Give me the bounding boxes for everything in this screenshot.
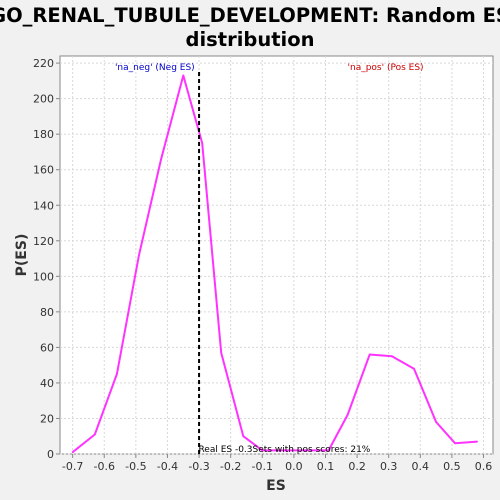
x-tick-label: -0.7 — [62, 460, 83, 473]
y-tick-label: 120 — [33, 235, 54, 248]
grid-layer — [60, 56, 493, 455]
x-tick-label: -0.4 — [157, 460, 178, 473]
y-axis-title: P(ES) — [14, 234, 30, 277]
es-data-point — [413, 367, 415, 370]
y-tick-label: 80 — [40, 306, 54, 319]
es-distribution-series-line — [71, 74, 478, 453]
es-data-point — [435, 421, 437, 423]
x-tick-label: 0.0 — [285, 460, 303, 473]
plot-area — [59, 55, 494, 455]
axis-layer: -0.7 -0.6 -0.5 -0.4 -0.3 -0.2 -0.1 0.0 0.1 0.2 0.3… — [33, 57, 492, 473]
es-data-point — [283, 449, 286, 452]
y-tick-label: 0 — [47, 448, 54, 461]
x-tick-label: 0.5 — [443, 460, 461, 473]
line-layer — [71, 74, 478, 454]
es-data-point — [160, 158, 162, 160]
chart-title-line-2: distribution — [186, 28, 315, 51]
es-data-point — [220, 351, 222, 354]
y-tick-label: 100 — [33, 270, 54, 283]
es-data-point — [138, 254, 140, 256]
es-data-point — [116, 373, 118, 375]
es-data-point — [261, 449, 264, 452]
es-data-point — [346, 414, 349, 416]
x-tick-label: 0.1 — [317, 460, 335, 473]
y-tick-label: 200 — [33, 93, 54, 106]
es-data-point — [454, 442, 456, 445]
es-data-point — [391, 355, 393, 358]
es-data-point — [476, 440, 478, 443]
x-axis-title: ES — [266, 478, 286, 494]
x-tick-label: -0.5 — [125, 460, 146, 473]
y-tick-label: 60 — [40, 341, 54, 354]
es-data-point — [368, 353, 371, 356]
pos-es-annotation: 'na_pos' (Pos ES) — [348, 63, 424, 73]
chart-title-line-1: GO_RENAL_TUBULE_DEVELOPMENT: Random ES — [0, 4, 500, 27]
y-tick-label: 220 — [33, 57, 54, 70]
x-tick-label: -0.2 — [220, 460, 241, 473]
x-tick-label: -0.6 — [94, 460, 115, 473]
y-tick-label: 20 — [40, 412, 54, 425]
x-tick-label: 0.3 — [380, 460, 398, 473]
es-data-point — [242, 435, 245, 438]
x-tick-label: -0.1 — [252, 460, 273, 473]
real-es-annotation: Real ES -0.3Sets with pos scores: 21% — [198, 445, 370, 455]
x-tick-label: 0.2 — [348, 460, 366, 473]
es-data-point — [182, 74, 185, 77]
es-data-point — [93, 433, 96, 436]
x-tick-label: -0.3 — [188, 460, 209, 473]
es-data-point — [201, 142, 204, 144]
y-tick-label: 160 — [33, 164, 54, 177]
es-data-point — [327, 449, 330, 452]
es-data-point — [305, 449, 308, 452]
x-tick-label: 0.4 — [412, 460, 430, 473]
y-tick-label: 140 — [33, 199, 54, 212]
y-tick-label: 180 — [33, 128, 54, 141]
y-tick-label: 40 — [40, 377, 54, 390]
es-data-point — [71, 451, 74, 454]
neg-es-annotation: 'na_neg' (Neg ES) — [115, 63, 195, 73]
x-tick-label: 0.6 — [475, 460, 493, 473]
